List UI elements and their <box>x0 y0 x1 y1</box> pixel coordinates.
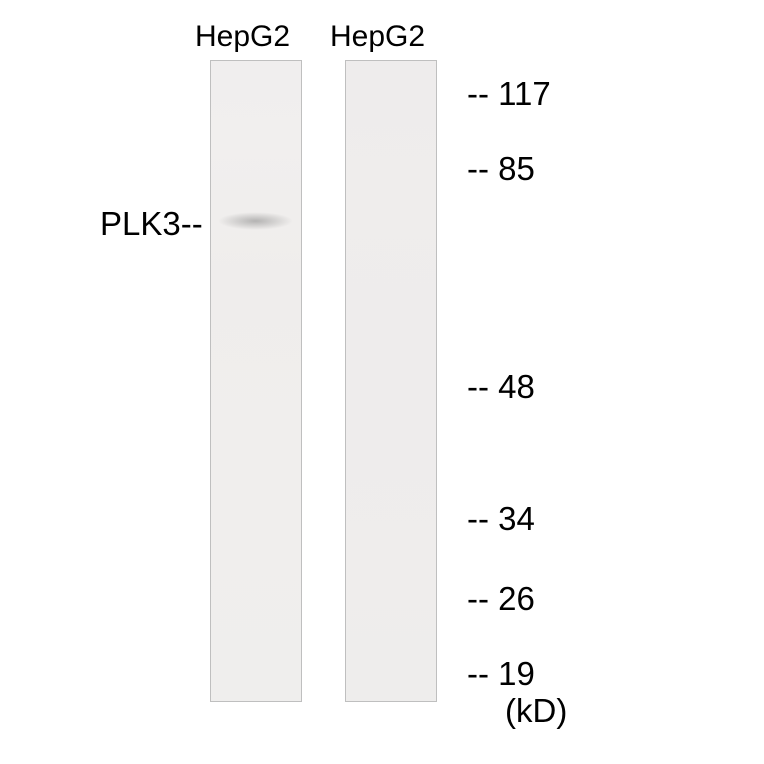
marker-26: -- 26 <box>467 580 535 618</box>
lane-1 <box>210 60 302 702</box>
plk3-band <box>218 212 293 230</box>
protein-label-plk3: PLK3-- <box>100 205 203 243</box>
kd-unit-label: (kD) <box>505 692 567 730</box>
blot-figure: HepG2 HepG2 PLK3-- -- 117 -- 85 -- 48 --… <box>0 0 764 764</box>
lane-1-header: HepG2 <box>195 20 290 54</box>
marker-85: -- 85 <box>467 150 535 188</box>
marker-48: -- 48 <box>467 368 535 406</box>
marker-117: -- 117 <box>467 75 551 113</box>
lane-2 <box>345 60 437 702</box>
marker-34: -- 34 <box>467 500 535 538</box>
marker-19: -- 19 <box>467 655 535 693</box>
lane-2-header: HepG2 <box>330 20 425 54</box>
